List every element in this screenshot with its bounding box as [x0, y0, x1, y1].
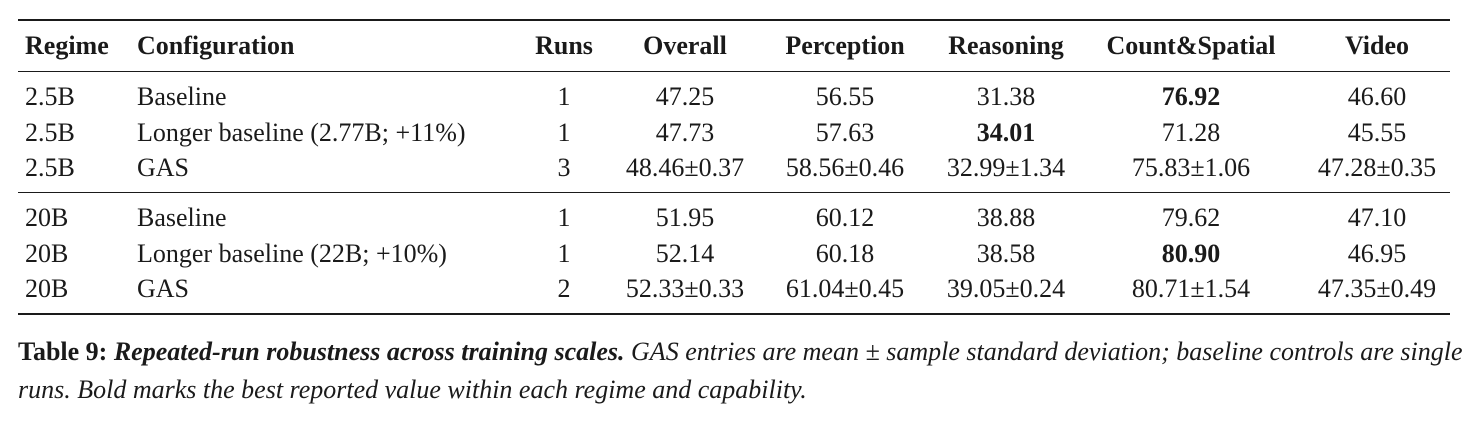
- table-cell: 60.18: [815, 238, 875, 268]
- table-cell: 2: [557, 274, 571, 303]
- table-cell: 56.55: [815, 82, 875, 111]
- bottom-rule: [18, 313, 1450, 315]
- top-rule: [18, 19, 1450, 21]
- table-cell: 39.05±0.24: [946, 274, 1066, 303]
- table-cell: 1: [557, 238, 571, 268]
- table-cell: 71.28: [1161, 117, 1221, 147]
- table-cell: 1: [557, 117, 571, 147]
- table-cell: 52.33±0.33: [625, 274, 745, 303]
- table-cell: 1: [557, 82, 571, 111]
- caption: Table 9: Repeated-run robustness across …: [18, 333, 1468, 409]
- table-cell: 61.04±0.45: [785, 274, 905, 303]
- table-cell: 47.25: [655, 82, 715, 111]
- table-cell: 48.46±0.37: [625, 153, 745, 182]
- table-cell: 60.12: [815, 203, 875, 232]
- table-cell: 38.58: [976, 238, 1036, 268]
- table-cell: 45.55: [1347, 117, 1407, 147]
- column-header: Perception: [785, 31, 905, 60]
- table-cell: 58.56±0.46: [785, 153, 905, 182]
- column-header: Runs: [535, 31, 593, 60]
- header-rule: [18, 71, 1450, 72]
- table-cell: Baseline: [137, 82, 227, 111]
- table-cell: 2.5B: [25, 153, 75, 182]
- column-header: Video: [1344, 31, 1410, 60]
- caption-title: Repeated-run robustness across training …: [113, 337, 625, 366]
- table-cell: 3: [557, 153, 571, 182]
- caption-text: GAS entries are mean ± sample standard d…: [18, 337, 1463, 404]
- table-cell: 47.10: [1347, 203, 1407, 232]
- table-cell: 80.71±1.54: [1131, 274, 1251, 303]
- table-cell: 80.90: [1161, 238, 1221, 268]
- table-cell: Baseline: [137, 203, 227, 232]
- table-cell: 46.60: [1347, 82, 1407, 111]
- table-cell: GAS: [137, 153, 190, 182]
- column-header: Regime: [25, 31, 109, 60]
- column-header: Count&Spatial: [1106, 31, 1276, 60]
- table-cell: 20B: [25, 203, 69, 232]
- table-cell: 75.83±1.06: [1131, 153, 1251, 182]
- table-cell: 2.5B: [25, 117, 75, 147]
- column-header: Overall: [643, 31, 727, 60]
- table-cell: 47.35±0.49: [1317, 274, 1437, 303]
- group-rule: [18, 192, 1450, 193]
- table-cell: 47.73: [655, 117, 715, 147]
- column-header: Reasoning: [948, 31, 1064, 60]
- table-cell: 76.92: [1161, 82, 1221, 111]
- table-cell: 79.62: [1161, 203, 1221, 232]
- table-cell: 20B: [25, 274, 69, 303]
- table-cell: 46.95: [1347, 238, 1407, 268]
- caption-label: Table 9:: [18, 337, 108, 366]
- table-cell: 32.99±1.34: [946, 153, 1066, 182]
- table-cell: 52.14: [655, 238, 715, 268]
- table-cell: 57.63: [815, 117, 875, 147]
- column-header: Configuration: [137, 31, 295, 60]
- table-cell: Longer baseline (22B; +10%): [137, 238, 447, 268]
- table-cell: 34.01: [976, 117, 1036, 147]
- table-cell: 2.5B: [25, 82, 75, 111]
- table-cell: 51.95: [655, 203, 715, 232]
- table-cell: 20B: [25, 238, 69, 268]
- table-cell: 38.88: [976, 203, 1036, 232]
- table-cell: Longer baseline (2.77B; +11%): [137, 117, 466, 147]
- table-cell: 31.38: [976, 82, 1036, 111]
- table-cell: 1: [557, 203, 571, 232]
- table-cell: 47.28±0.35: [1317, 153, 1437, 182]
- table-cell: GAS: [137, 274, 190, 303]
